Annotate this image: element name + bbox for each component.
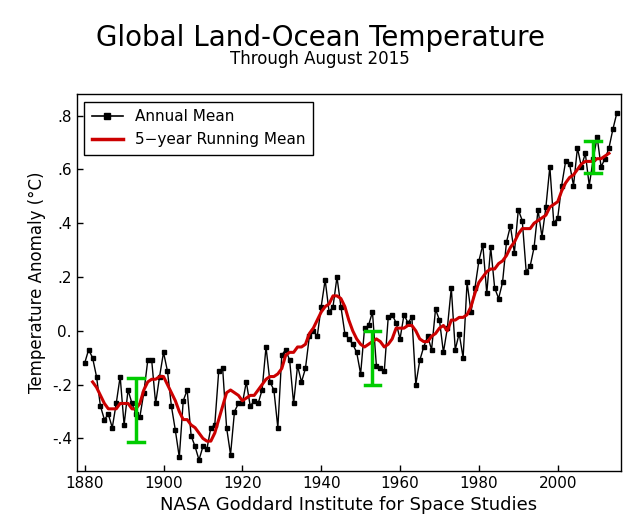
Text: Through August 2015: Through August 2015 (230, 50, 410, 67)
Legend: Annual Mean, 5−year Running Mean: Annual Mean, 5−year Running Mean (84, 102, 313, 155)
X-axis label: NASA Goddard Institute for Space Studies: NASA Goddard Institute for Space Studies (160, 496, 538, 514)
Y-axis label: Temperature Anomaly (°C): Temperature Anomaly (°C) (28, 172, 46, 393)
Text: Global Land-Ocean Temperature: Global Land-Ocean Temperature (95, 24, 545, 52)
